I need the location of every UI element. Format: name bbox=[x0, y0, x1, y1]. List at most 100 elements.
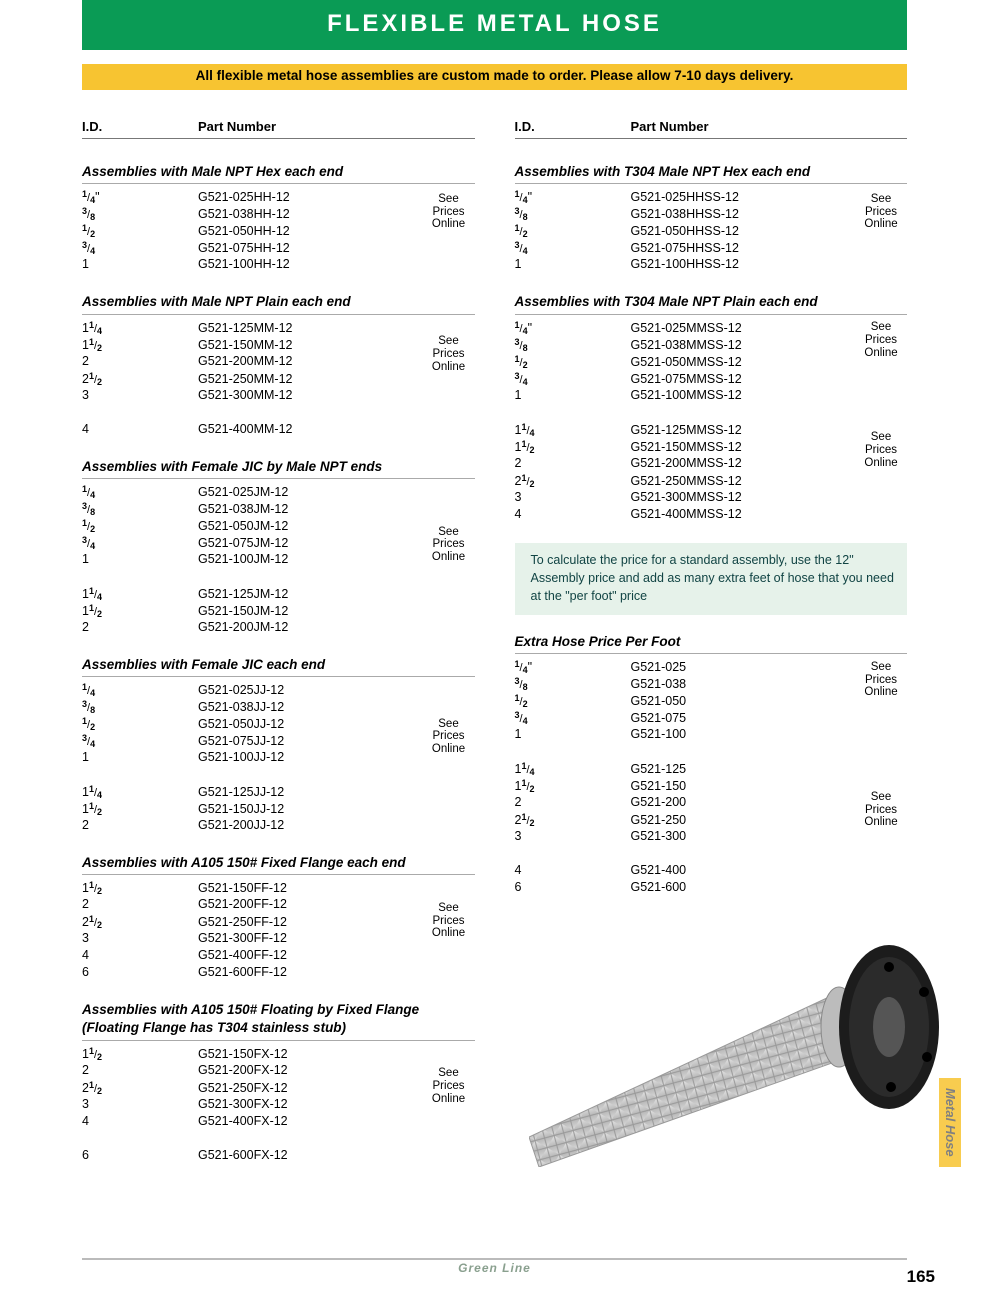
cell-id: 11/2 bbox=[515, 777, 631, 795]
see-prices-online: SeePricesOnline bbox=[859, 193, 903, 231]
see-prices-online: SeePricesOnline bbox=[859, 431, 903, 469]
table-row: 21/2G521-250MM-12 bbox=[82, 370, 475, 387]
head-part-number: Part Number bbox=[198, 118, 475, 136]
cell-id: 4 bbox=[82, 947, 198, 964]
cell-part-number: G521-038JJ-12 bbox=[198, 699, 475, 716]
section: Assemblies with Male NPT Hex each endSee… bbox=[82, 163, 475, 273]
see-prices-online: SeePricesOnline bbox=[427, 902, 471, 940]
cell-id: 1/2 bbox=[515, 222, 631, 240]
cell-part-number: G521-400MM-12 bbox=[198, 421, 475, 438]
table-row: 11/2G521-150MM-12 bbox=[82, 336, 475, 353]
see-prices-online: SeePricesOnline bbox=[427, 718, 471, 756]
section-title: Assemblies with Female JIC each end bbox=[82, 656, 475, 677]
cell-id: 3/8 bbox=[515, 205, 631, 223]
table-row: 11/2G521-150MMSS-12 bbox=[515, 438, 908, 455]
cell-part-number: G521-025JM-12 bbox=[198, 484, 475, 501]
notice-bar: All flexible metal hose assemblies are c… bbox=[82, 64, 907, 89]
cell-id: 1/2 bbox=[82, 715, 198, 733]
see-prices-online: SeePricesOnline bbox=[427, 1067, 471, 1105]
table-row: 3/8G521-038JJ-12 bbox=[82, 698, 475, 715]
cell-id: 1/4" bbox=[82, 188, 198, 206]
cell-id: 11/2 bbox=[515, 438, 631, 456]
cell-id: 11/4 bbox=[515, 760, 631, 778]
table-row: 4G521-400FX-12 bbox=[82, 1113, 475, 1130]
section: Assemblies with Female JIC each end SeePr… bbox=[82, 656, 475, 834]
table-row: 1G521-100 bbox=[515, 726, 908, 743]
cell-part-number: G521-300MMSS-12 bbox=[631, 489, 908, 506]
section: Assemblies with T304 Male NPT Hex each e… bbox=[515, 163, 908, 273]
cell-id: 4 bbox=[82, 421, 198, 438]
table-row: 2G521-200JM-12 bbox=[82, 619, 475, 636]
table-row: 3G521-300FX-12 bbox=[82, 1096, 475, 1113]
cell-id: 21/2 bbox=[515, 472, 631, 490]
table-row: 1G521-100JM-12 bbox=[82, 551, 475, 568]
cell-id: 3/8 bbox=[515, 336, 631, 354]
table-row: 4G521-400 bbox=[515, 862, 908, 879]
table-row: 4G521-400FF-12 bbox=[82, 947, 475, 964]
section: Assemblies with T304 Male NPT Plain each… bbox=[515, 293, 908, 522]
cell-id: 3 bbox=[515, 828, 631, 845]
cell-id: 4 bbox=[82, 1113, 198, 1130]
cell-id: 11/2 bbox=[82, 336, 198, 354]
cell-id: 1/4 bbox=[82, 681, 198, 699]
table-row: 6G521-600FX-12 bbox=[82, 1147, 475, 1164]
table-row: 1/4"G521-025MMSS-12 bbox=[515, 319, 908, 336]
see-prices-online: SeePricesOnline bbox=[427, 335, 471, 373]
table-row: 6G521-600 bbox=[515, 879, 908, 896]
head-id: I.D. bbox=[515, 118, 631, 136]
table-row: 1G521-100JJ-12 bbox=[82, 749, 475, 766]
table-row: 11/4G521-125 bbox=[515, 760, 908, 777]
cell-part-number: G521-025JJ-12 bbox=[198, 682, 475, 699]
see-prices-online: SeePricesOnline bbox=[859, 321, 903, 359]
cell-id: 1 bbox=[515, 256, 631, 273]
section-title: Assemblies with A105 150# Fixed Flange e… bbox=[82, 854, 475, 875]
cell-part-number: G521-600FX-12 bbox=[198, 1147, 475, 1164]
cell-id: 3 bbox=[82, 387, 198, 404]
cell-part-number: G521-300 bbox=[631, 828, 908, 845]
cell-id: 2 bbox=[515, 455, 631, 472]
table-row: 21/2G521-250FX-12 bbox=[82, 1079, 475, 1096]
cell-part-number: G521-150JJ-12 bbox=[198, 801, 475, 818]
cell-part-number: G521-400 bbox=[631, 862, 908, 879]
table-row: 3G521-300 bbox=[515, 828, 908, 845]
cell-part-number: G521-200JM-12 bbox=[198, 619, 475, 636]
cell-id: 2 bbox=[82, 619, 198, 636]
cell-id: 21/2 bbox=[82, 370, 198, 388]
table-row: 3/8G521-038HHSS-12 bbox=[515, 205, 908, 222]
cell-id: 2 bbox=[82, 817, 198, 834]
table-row: 3/4G521-075JM-12 bbox=[82, 534, 475, 551]
table-row: 3/4G521-075HHSS-12 bbox=[515, 239, 908, 256]
cell-id: 3/8 bbox=[515, 675, 631, 693]
cell-id: 1/4 bbox=[82, 483, 198, 501]
table-row: 11/4G521-125JM-12 bbox=[82, 585, 475, 602]
cell-id: 11/4 bbox=[82, 783, 198, 801]
table-row: 11/4G521-125MM-12 bbox=[82, 319, 475, 336]
table-row: 11/4G521-125MMSS-12 bbox=[515, 421, 908, 438]
table-row: 1/2G521-050JJ-12 bbox=[82, 715, 475, 732]
page-title: FLEXIBLE METAL HOSE bbox=[82, 0, 907, 50]
cell-id: 3/8 bbox=[82, 698, 198, 716]
table-row: 3/8G521-038JM-12 bbox=[82, 500, 475, 517]
table-row: 3G521-300FF-12 bbox=[82, 930, 475, 947]
table-row: 3G521-300MMSS-12 bbox=[515, 489, 908, 506]
cell-id: 3/4 bbox=[515, 709, 631, 727]
cell-id: 21/2 bbox=[82, 1079, 198, 1097]
cell-id: 3/8 bbox=[82, 500, 198, 518]
table-row: 1/2G521-050HH-12 bbox=[82, 222, 475, 239]
table-row: 11/2G521-150 bbox=[515, 777, 908, 794]
cell-id: 3/4 bbox=[82, 239, 198, 257]
table-row: 3/4G521-075MMSS-12 bbox=[515, 370, 908, 387]
cell-id: 3 bbox=[82, 1096, 198, 1113]
section-title: Assemblies with T304 Male NPT Hex each e… bbox=[515, 163, 908, 184]
cell-part-number: G521-075 bbox=[631, 710, 908, 727]
footer-rule: Green Line bbox=[82, 1258, 907, 1277]
cell-part-number: G521-125JJ-12 bbox=[198, 784, 475, 801]
table-row: 1G521-100MMSS-12 bbox=[515, 387, 908, 404]
cell-part-number: G521-400FX-12 bbox=[198, 1113, 475, 1130]
table-row: 1/2G521-050MMSS-12 bbox=[515, 353, 908, 370]
cell-id: 2 bbox=[82, 1062, 198, 1079]
cell-id: 1 bbox=[82, 749, 198, 766]
table-row: 2G521-200 bbox=[515, 794, 908, 811]
table-row: 2G521-200MMSS-12 bbox=[515, 455, 908, 472]
see-prices-online: SeePricesOnline bbox=[859, 791, 903, 829]
